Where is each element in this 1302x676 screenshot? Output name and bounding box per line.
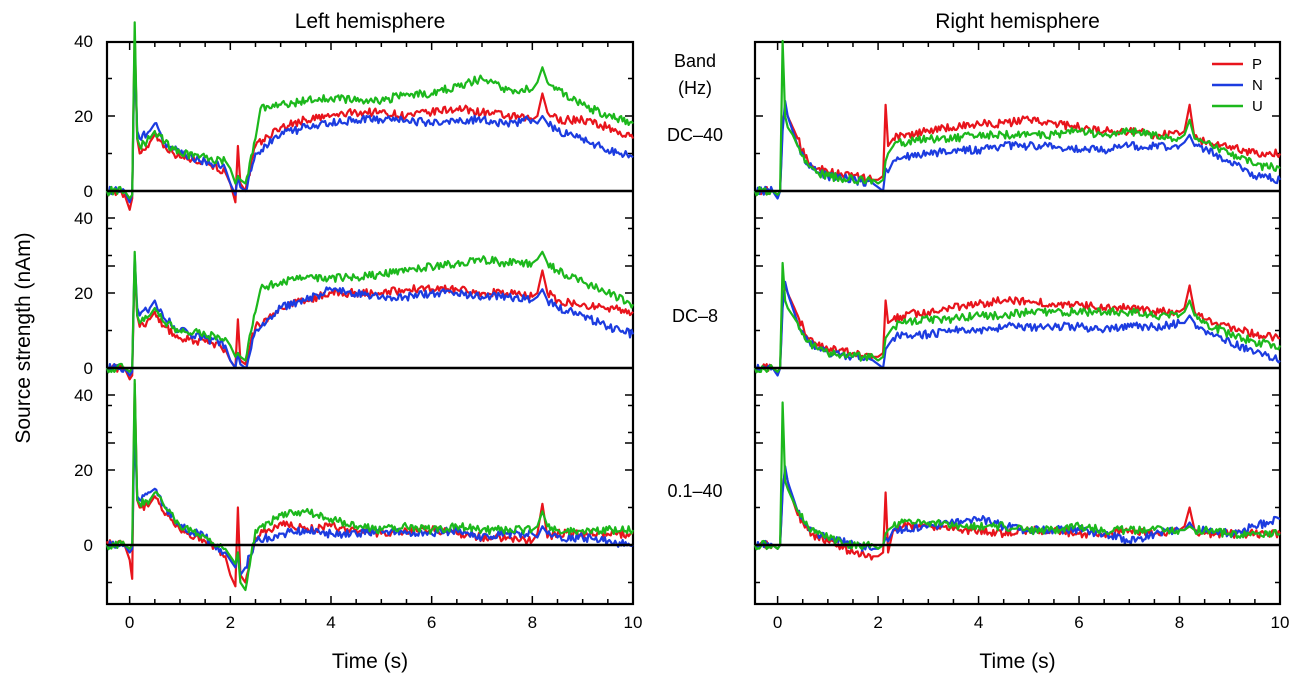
- band-label: 0.1–40: [667, 481, 722, 501]
- panel-left: Left hemisphere 0 2 4 6 8 10 Time (s) 0 20 40 0 20 40…: [74, 10, 642, 673]
- y-tick-label: 40: [74, 32, 93, 51]
- band-header-line2: (Hz): [678, 78, 712, 98]
- y-tick-label: 40: [74, 209, 93, 228]
- band-label: DC–8: [672, 306, 718, 326]
- y-tick-label: 0: [84, 182, 93, 201]
- series-line-U: [753, 261, 1282, 374]
- legend-label-N: N: [1252, 77, 1263, 94]
- legend-label-U: U: [1252, 98, 1263, 115]
- series-line-P: [105, 32, 635, 211]
- y-axis-title: Source strength (nAm): [12, 232, 35, 443]
- y-tick-label: 20: [74, 461, 93, 480]
- y-tick-label: 20: [74, 284, 93, 303]
- plot-frame: [753, 40, 1282, 606]
- series-line-P: [105, 261, 634, 381]
- series-line-N: [105, 423, 634, 577]
- panel-title: Left hemisphere: [295, 10, 446, 33]
- x-tick-label: 10: [1271, 613, 1290, 632]
- series-line-U: [105, 378, 635, 592]
- legend-label-P: P: [1252, 56, 1262, 73]
- series-line-P: [753, 103, 1282, 197]
- x-tick-label: 10: [624, 613, 643, 632]
- plot-frame: [105, 40, 635, 606]
- series-line-N: [753, 280, 1281, 377]
- y-tick-label: 20: [74, 107, 93, 126]
- panel-title: Right hemisphere: [935, 10, 1100, 33]
- x-tick-label: 4: [974, 613, 983, 632]
- x-axis-title: Time (s): [979, 650, 1055, 673]
- x-tick-label: 4: [326, 613, 335, 632]
- series-line-N: [753, 99, 1282, 200]
- x-tick-label: 0: [773, 613, 782, 632]
- x-tick-label: 8: [1175, 613, 1184, 632]
- series-line-U: [105, 21, 634, 200]
- x-tick-label: 8: [528, 613, 537, 632]
- y-tick-label: 40: [74, 386, 93, 405]
- x-tick-label: 2: [873, 613, 882, 632]
- x-tick-label: 2: [226, 613, 235, 632]
- x-tick-label: 0: [125, 613, 134, 632]
- series-line-P: [105, 382, 634, 588]
- series-line-N: [105, 254, 635, 377]
- series-line-N: [105, 47, 634, 204]
- series-line-U: [105, 250, 634, 374]
- band-label: DC–40: [667, 125, 723, 145]
- x-axis-title: Time (s): [332, 650, 408, 673]
- y-tick-label: 0: [84, 536, 93, 555]
- series-line-U: [753, 401, 1281, 551]
- series-line-P: [753, 284, 1281, 374]
- panel-right: Right hemisphere 0 2 4 6 8 10 Time (s) PNU: [753, 10, 1290, 673]
- x-tick-label: 6: [1074, 613, 1083, 632]
- y-tick-label: 0: [84, 359, 93, 378]
- x-tick-label: 6: [427, 613, 436, 632]
- series-line-U: [753, 39, 1281, 197]
- band-header-line1: Band: [674, 51, 716, 71]
